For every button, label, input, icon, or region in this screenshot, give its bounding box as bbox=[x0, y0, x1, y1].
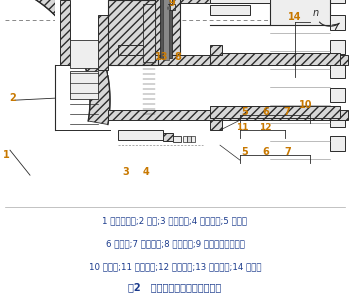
Text: 7: 7 bbox=[285, 147, 291, 157]
Bar bbox=[270, 0, 330, 25]
Bar bbox=[173, 136, 181, 142]
Text: 1 减速机外壳;2 轴承;3 调整垫片;4 入轴透盖;5 螺栓；: 1 减速机外壳;2 轴承;3 调整垫片;4 入轴透盖;5 螺栓； bbox=[103, 217, 247, 226]
Bar bbox=[210, 45, 222, 55]
Text: 2: 2 bbox=[10, 93, 16, 103]
Bar bbox=[210, 53, 340, 65]
Text: n: n bbox=[313, 8, 319, 18]
Bar bbox=[168, 0, 172, 10]
Bar bbox=[55, 0, 110, 15]
Text: 7: 7 bbox=[284, 107, 290, 117]
Text: 6 平垫圈;7 弹簧垫圈;8 填料毡圈;9 双向动力型油封；: 6 平垫圈;7 弹簧垫圈;8 填料毡圈;9 双向动力型油封； bbox=[106, 240, 244, 249]
Text: 5: 5 bbox=[241, 107, 248, 117]
Bar bbox=[330, 40, 345, 54]
Bar bbox=[330, 88, 345, 103]
Bar bbox=[210, 0, 345, 3]
Text: 14: 14 bbox=[288, 12, 302, 22]
Text: 1: 1 bbox=[3, 150, 9, 160]
Bar bbox=[210, 120, 222, 130]
Bar bbox=[60, 0, 70, 65]
Polygon shape bbox=[1, 0, 110, 124]
Bar bbox=[191, 136, 195, 142]
Text: 6: 6 bbox=[262, 107, 270, 117]
Bar bbox=[163, 0, 169, 60]
Bar bbox=[98, 15, 108, 70]
Bar bbox=[187, 136, 191, 142]
Bar bbox=[70, 71, 98, 99]
Text: 11: 11 bbox=[236, 123, 248, 132]
Text: 图2   改进后蜗杆端密封结构局部: 图2 改进后蜗杆端密封结构局部 bbox=[128, 282, 222, 292]
Bar bbox=[210, 0, 270, 3]
Bar bbox=[143, 4, 155, 62]
Text: 4: 4 bbox=[143, 167, 149, 177]
Bar bbox=[183, 136, 187, 142]
Bar bbox=[165, 4, 175, 10]
Bar bbox=[118, 130, 163, 140]
Bar bbox=[210, 5, 250, 15]
Bar bbox=[330, 16, 345, 30]
Text: 13: 13 bbox=[155, 52, 169, 62]
Bar bbox=[108, 55, 348, 65]
Bar bbox=[210, 106, 340, 118]
Bar bbox=[55, 0, 110, 65]
Bar bbox=[118, 45, 158, 55]
Text: 9: 9 bbox=[169, 0, 175, 8]
Bar bbox=[330, 112, 345, 127]
Text: 3: 3 bbox=[122, 167, 130, 177]
Text: 6: 6 bbox=[262, 147, 270, 157]
Bar bbox=[330, 64, 345, 78]
Bar bbox=[155, 0, 180, 55]
Text: 8: 8 bbox=[175, 52, 181, 62]
Bar bbox=[160, 0, 172, 58]
Bar bbox=[55, 0, 210, 3]
Text: 5: 5 bbox=[241, 147, 248, 157]
Bar bbox=[330, 136, 345, 151]
Bar bbox=[70, 40, 98, 68]
Bar bbox=[108, 110, 348, 120]
Text: 12: 12 bbox=[259, 123, 271, 132]
Text: 10 皮带轮;11 油封端盖;12 密封垫片;13 赶油螺纹;14 蜗杆轴: 10 皮带轮;11 油封端盖;12 密封垫片;13 赶油螺纹;14 蜗杆轴 bbox=[89, 263, 261, 271]
Bar bbox=[108, 30, 348, 75]
Text: 10: 10 bbox=[299, 100, 313, 110]
Bar bbox=[163, 133, 173, 141]
Bar bbox=[108, 0, 158, 65]
